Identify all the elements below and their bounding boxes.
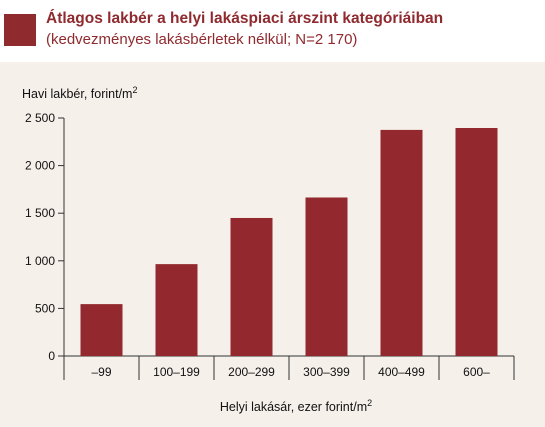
x-tick-label: 300–399: [303, 365, 350, 379]
y-tick-label: 2 500: [25, 111, 55, 125]
bar: [455, 127, 498, 356]
title-marker-square: [4, 14, 36, 46]
bar: [155, 264, 198, 356]
y-axis-label: Havi lakbér, forint/m2: [22, 85, 137, 101]
y-tick-label: 1 500: [25, 206, 55, 220]
y-axis-label-superscript: 2: [132, 85, 137, 95]
x-axis-label-text: Helyi lakásár, ezer forint/m: [220, 400, 367, 414]
bar: [230, 217, 273, 356]
y-axis-label-text: Havi lakbér, forint/m: [22, 87, 132, 101]
y-tick-label: 1 000: [25, 254, 55, 268]
x-tick-label: 400–499: [378, 365, 425, 379]
bar: [80, 304, 123, 356]
y-tick-label: 2 000: [25, 159, 55, 173]
y-tick-label: 0: [48, 349, 55, 363]
bar: [380, 129, 423, 356]
x-tick-label: 200–299: [228, 365, 275, 379]
chart-header: Átlagos lakbér a helyi lakáspiaci árszin…: [0, 0, 545, 60]
y-tick-label: 500: [35, 301, 55, 315]
chart-title: Átlagos lakbér a helyi lakáspiaci árszin…: [46, 10, 444, 27]
x-axis-ticks: –99 100–199 200–299 300–399 400–499 600–: [63, 356, 515, 380]
x-axis-label: Helyi lakásár, ezer forint/m2: [220, 398, 372, 414]
x-tick-label: 600–: [463, 365, 490, 379]
chart-subtitle: (kedvezményes lakásbérletek nélkül; N=2 …: [46, 31, 358, 48]
bar: [305, 197, 348, 356]
bars: [80, 127, 498, 356]
y-axis-ticks: 0 500 1 000 1 500 2 000 2 500: [25, 111, 64, 363]
x-axis-label-superscript: 2: [367, 398, 372, 408]
x-tick-label: –99: [91, 365, 111, 379]
x-tick-label: 100–199: [153, 365, 200, 379]
